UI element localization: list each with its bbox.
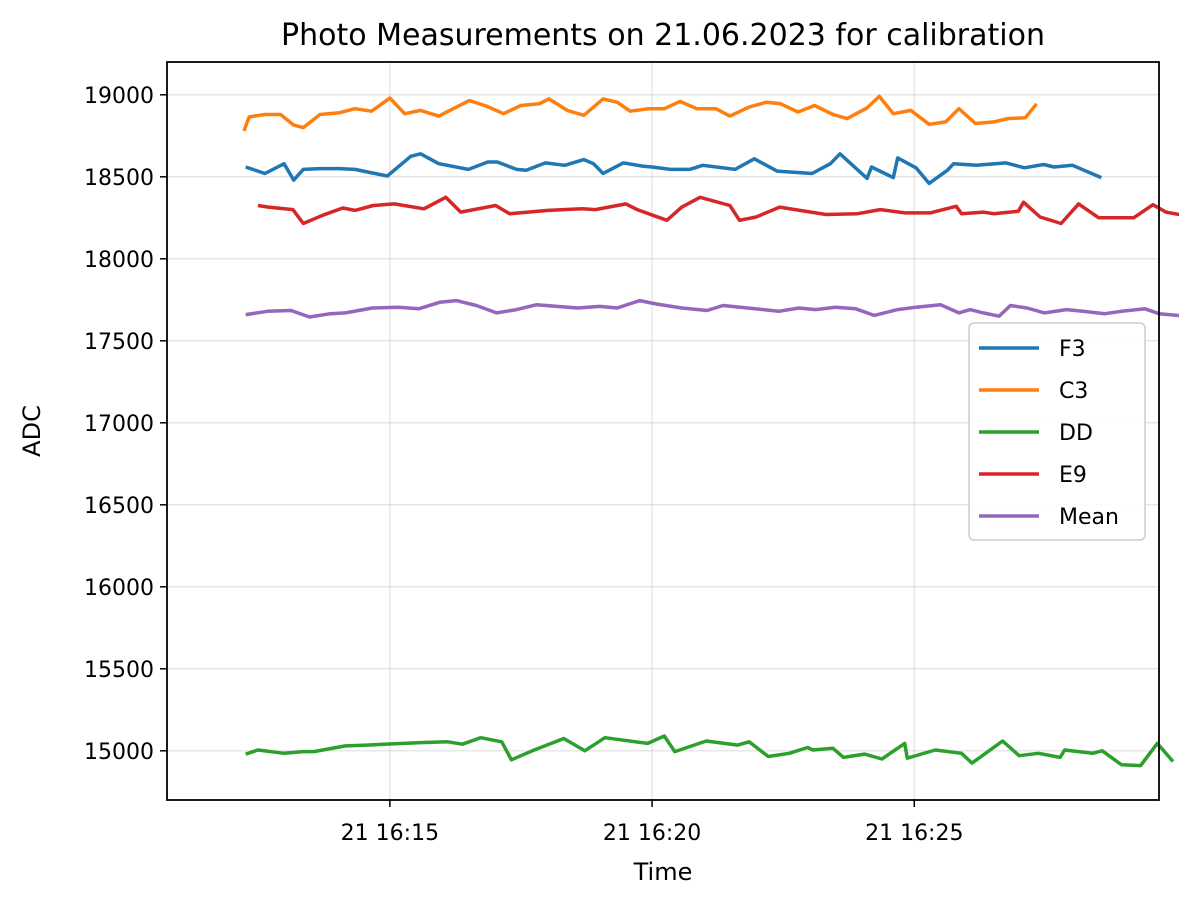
y-tick-label: 15500	[84, 658, 154, 683]
legend-label-f3: F3	[1059, 337, 1086, 362]
grid	[167, 62, 1159, 800]
y-tick-label: 17000	[84, 412, 154, 437]
y-axis-label: ADC	[18, 405, 46, 457]
y-tick-label: 16500	[84, 494, 154, 519]
legend-label-e9: E9	[1059, 463, 1087, 488]
plot-frame	[166, 61, 1160, 801]
legend-label-c3: C3	[1059, 379, 1088, 404]
series-line-c3	[242, 94, 1038, 132]
series-line-f3	[245, 152, 1102, 186]
series-line-dd	[245, 734, 1175, 768]
x-tick-label: 21 16:15	[341, 821, 439, 846]
axis-ticks: 15000 15500 16000 16500 17000 17500 18000 18500…	[84, 84, 963, 846]
chart-title: Photo Measurements on 21.06.2023 for cal…	[281, 18, 1045, 53]
y-tick-label: 16000	[84, 576, 154, 601]
x-tick-label: 21 16:20	[603, 821, 701, 846]
legend-label-mean: Mean	[1059, 505, 1119, 530]
plot-lines	[242, 94, 1179, 768]
legend: F3 C3 DD E9 Mean	[968, 322, 1146, 541]
x-tick-label: 21 16:25	[865, 821, 963, 846]
legend-box	[968, 322, 1146, 541]
series-line-mean	[245, 298, 1179, 319]
y-tick-label: 17500	[84, 330, 154, 355]
y-tick-label: 15000	[84, 740, 154, 765]
legend-label-dd: DD	[1059, 421, 1093, 446]
series-line-e9	[257, 195, 1179, 226]
y-tick-label: 19000	[84, 84, 154, 109]
y-tick-label: 18000	[84, 248, 154, 273]
x-axis-label: Time	[633, 858, 693, 886]
y-tick-label: 18500	[84, 166, 154, 191]
